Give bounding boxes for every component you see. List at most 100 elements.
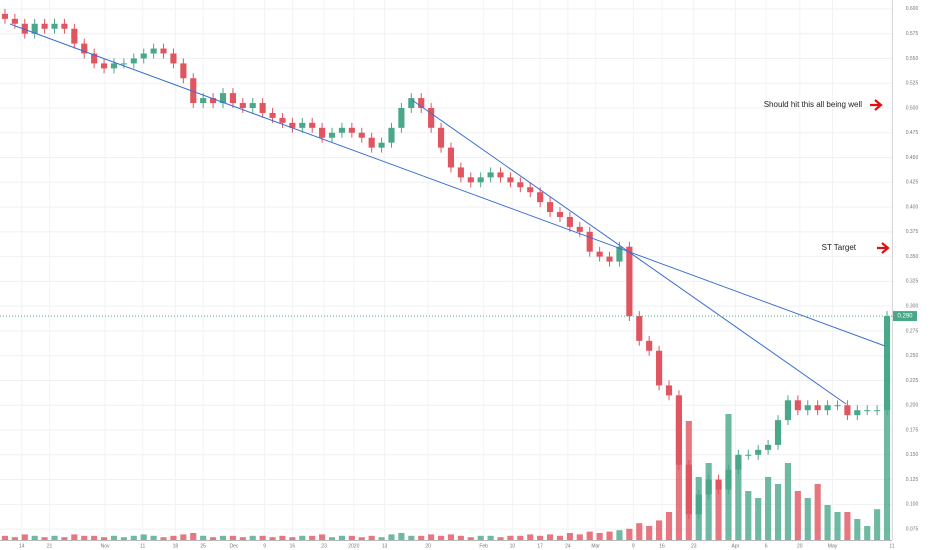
volume-bar xyxy=(120,537,127,540)
volume-bar xyxy=(358,537,365,540)
candle-body xyxy=(31,23,38,34)
candle-body xyxy=(774,420,782,445)
volume-bar xyxy=(705,463,712,540)
x-tick-label: 18 xyxy=(173,543,179,549)
volume-bar xyxy=(586,531,593,540)
y-tick-label: 0.275 xyxy=(906,328,919,334)
candle-body xyxy=(210,98,217,104)
y-tick-label: 0.525 xyxy=(906,81,919,87)
price-axis: 0.075 0.100 0.125 0.150 0.175 0.200 0.225 0.250… xyxy=(0,6,918,549)
candle-body xyxy=(190,78,197,104)
x-tick-label: 23 xyxy=(691,543,697,549)
volume-bar xyxy=(774,484,782,540)
arrow-icon xyxy=(870,99,883,111)
volume-bar xyxy=(289,537,296,540)
y-tick-label: 0.125 xyxy=(906,477,919,483)
x-tick-label: 25 xyxy=(200,543,206,549)
volume-bar xyxy=(239,537,246,540)
volume-bar xyxy=(190,533,197,540)
x-tick-label: 6 xyxy=(765,543,768,549)
candle-body xyxy=(229,93,236,104)
candle-body xyxy=(91,53,98,64)
candle-body xyxy=(428,108,435,128)
candle-body xyxy=(259,103,266,113)
volume-bar xyxy=(874,509,881,540)
volume-bar xyxy=(517,535,524,540)
candle-body xyxy=(180,63,187,79)
candle-body xyxy=(566,216,573,227)
volume-bar xyxy=(41,537,48,540)
candle-body xyxy=(140,53,147,59)
candle-body xyxy=(279,117,286,123)
candle-body xyxy=(61,23,68,29)
volume-bar xyxy=(824,505,831,540)
y-tick-label: 0.600 xyxy=(906,6,919,12)
volume-bar xyxy=(338,535,346,540)
x-tick-label: 23 xyxy=(321,543,327,549)
x-tick-label: 20 xyxy=(797,543,803,549)
volume-bar xyxy=(1,535,9,540)
y-tick-label: 0.425 xyxy=(906,180,919,186)
volume-bar xyxy=(210,537,217,540)
candle-body xyxy=(71,28,78,44)
volume-bar xyxy=(883,400,891,540)
y-tick-label: 0.375 xyxy=(906,229,919,235)
volume-bar xyxy=(11,537,18,540)
candle-body xyxy=(130,58,137,64)
volume-bar xyxy=(745,491,752,540)
volume-bar xyxy=(616,530,623,540)
volume-bar xyxy=(319,534,326,540)
candle-body xyxy=(586,231,593,252)
x-tick-label: Nov xyxy=(101,543,110,549)
volume-bar xyxy=(784,463,792,540)
volume-bar xyxy=(556,535,564,540)
volume-bar xyxy=(160,537,167,540)
volume-bar xyxy=(259,535,266,540)
candle-body xyxy=(705,479,712,495)
volume-bar xyxy=(735,456,742,540)
x-tick-label: 2020 xyxy=(348,543,359,549)
candle-body xyxy=(665,385,673,396)
last-price-label: 0.290 xyxy=(897,314,913,320)
candle-body xyxy=(338,127,346,133)
volume-bar xyxy=(200,535,207,540)
candle-body xyxy=(41,23,48,29)
volume-bar xyxy=(140,534,147,540)
candle-body xyxy=(685,464,692,515)
candle-body xyxy=(784,400,792,421)
candle-body xyxy=(527,187,534,193)
volume-bar xyxy=(626,528,633,540)
candle-body xyxy=(110,63,118,69)
volume-bar xyxy=(864,526,871,540)
candle-body xyxy=(477,177,484,183)
volume-bar xyxy=(150,535,157,540)
volume-bar xyxy=(794,491,801,540)
candle-body xyxy=(11,18,18,24)
volume-bar xyxy=(804,498,811,540)
y-tick-label: 0.100 xyxy=(906,502,919,508)
volume-bar xyxy=(447,534,455,540)
volume-bar xyxy=(546,534,554,540)
volume-bar xyxy=(418,535,425,540)
volume-bar xyxy=(527,534,534,540)
volume-bar xyxy=(467,537,474,540)
volume-bar xyxy=(299,535,306,540)
x-tick-label: 20 xyxy=(425,543,431,549)
candle-body xyxy=(517,182,524,188)
candle-body xyxy=(239,103,246,108)
candle-body xyxy=(437,127,445,148)
candle-body xyxy=(834,405,841,407)
volume-bar xyxy=(31,535,38,540)
x-tick-label: 9 xyxy=(632,543,635,549)
x-tick-label: 13 xyxy=(382,543,388,549)
candle-body xyxy=(646,340,653,351)
candle-body xyxy=(81,43,88,54)
trendlines xyxy=(9,23,886,405)
candle-body xyxy=(378,142,385,148)
candle-body xyxy=(299,122,306,128)
candle-body xyxy=(546,202,554,213)
candle-body xyxy=(725,469,732,490)
candle-body xyxy=(170,53,177,64)
candle-body xyxy=(100,63,108,69)
